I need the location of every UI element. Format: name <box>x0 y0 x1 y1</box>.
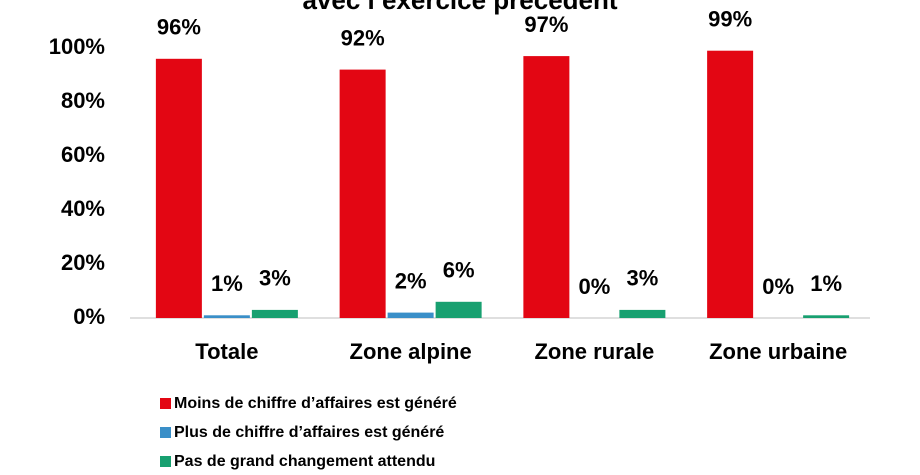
x-tick-label: Zone urbaine <box>709 339 847 364</box>
bar <box>707 50 754 318</box>
bar <box>803 315 850 318</box>
value-label: 1% <box>211 271 243 296</box>
legend-label: Moins de chiffre d’affaires est généré <box>174 395 457 412</box>
legend-swatch <box>160 398 171 409</box>
legend-swatch <box>160 427 171 438</box>
legend-label: Pas de grand changement attendu <box>174 453 435 470</box>
value-label: 0% <box>762 274 794 299</box>
legend-label: Plus de chiffre d’affaires est généré <box>174 424 444 441</box>
x-tick-label: Zone rurale <box>534 339 654 364</box>
y-tick-label: 20% <box>61 250 105 275</box>
x-tick-label: Totale <box>195 339 258 364</box>
value-label: 99% <box>708 7 752 32</box>
y-tick-label: 80% <box>61 88 105 113</box>
bar <box>619 309 666 318</box>
y-tick-label: 100% <box>49 34 105 59</box>
value-label: 92% <box>341 25 385 50</box>
chart-title: avec l’exercice précédent <box>302 0 617 15</box>
value-label: 97% <box>524 12 568 37</box>
legend-swatch <box>160 456 171 467</box>
value-label: 96% <box>157 15 201 40</box>
x-tick-label: Zone alpine <box>350 339 472 364</box>
bar <box>523 56 570 318</box>
bar <box>203 315 250 318</box>
value-label: 6% <box>443 258 475 283</box>
value-label: 2% <box>395 268 427 293</box>
value-label: 3% <box>259 266 291 291</box>
y-tick-label: 40% <box>61 196 105 221</box>
y-tick-label: 0% <box>73 304 105 329</box>
value-label: 1% <box>810 271 842 296</box>
bar <box>251 309 298 318</box>
y-tick-label: 60% <box>61 142 105 167</box>
bar <box>339 69 386 318</box>
value-label: 3% <box>626 266 658 291</box>
value-label: 0% <box>578 274 610 299</box>
bar <box>387 312 434 318</box>
bar <box>435 301 482 318</box>
bar <box>155 58 202 319</box>
